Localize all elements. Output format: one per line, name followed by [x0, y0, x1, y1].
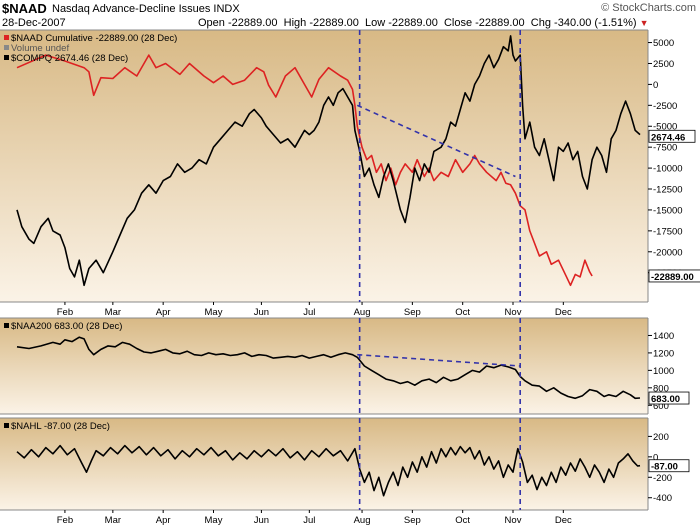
main-x-tick-label: Jun — [254, 307, 269, 318]
main-x-tick-label: Feb — [57, 307, 73, 318]
chart-description: Nasdaq Advance-Decline Issues INDX — [52, 3, 240, 15]
nahl-x-tick-label: May — [205, 515, 223, 526]
main-panel-background — [0, 30, 648, 302]
nahl-x-tick-label: Dec — [555, 515, 572, 526]
nahl-x-tick-label: Oct — [455, 515, 470, 526]
naa200-y-tick-label: 1200 — [653, 348, 674, 359]
nahl-x-tick-label: Mar — [105, 515, 121, 526]
nahl-y-tick-label: -200 — [653, 473, 672, 484]
naa200-last-value-box — [648, 391, 690, 405]
low-label: Low — [365, 17, 386, 29]
nahl-x-tick-label: Apr — [156, 515, 171, 526]
nahl-series-line — [16, 444, 641, 497]
close-value: -22889.00 — [475, 17, 525, 29]
main-y-tick-label: 5000 — [653, 38, 674, 49]
main-legend-swatch — [4, 35, 9, 40]
low-value: -22889.00 — [388, 17, 438, 29]
naa200-trendline — [357, 353, 521, 367]
naa200-y-tick-label: 1400 — [653, 331, 674, 342]
nahl-x-tick-label: Jun — [254, 515, 269, 526]
main-legend-text: $NAAD Cumulative -22889.00 (28 Dec) — [11, 33, 177, 44]
naa200-last-value-label: 683.00 — [651, 394, 680, 405]
main-x-tick-label: Sep — [404, 307, 421, 318]
naa200-panel-background — [0, 318, 648, 414]
main-y-tick-label: 2500 — [653, 59, 674, 70]
main-y-tick-label: -20000 — [653, 247, 683, 258]
nahl-y-tick-label: 200 — [653, 432, 669, 443]
nahl-last-value-label: -87.00 — [651, 462, 678, 473]
high-value: -22889.00 — [309, 17, 359, 29]
chart-symbol: $NAAD — [2, 1, 47, 16]
open-label: Open — [198, 17, 225, 29]
nahl-x-tick-label: Nov — [505, 515, 522, 526]
chart-date: 28-Dec-2007 — [2, 17, 66, 29]
naa200-y-tick-label: 800 — [653, 383, 669, 394]
main-x-tick-label: Nov — [505, 307, 522, 318]
main-last-value-box — [648, 129, 696, 143]
naa200-y-tick-label: 600 — [653, 401, 669, 412]
nahl-x-tick-label: Feb — [57, 515, 73, 526]
quote-bar: Open -22889.00 High -22889.00 Low -22889… — [198, 17, 649, 29]
nahl-y-tick-label: -400 — [653, 493, 672, 504]
nahl-legend-swatch — [4, 423, 9, 428]
main-trendline — [356, 104, 516, 178]
chg-down-arrow-icon: ▼ — [639, 18, 649, 28]
main-last-value-box — [648, 269, 700, 283]
nahl-y-tick-label: 0 — [653, 452, 658, 463]
nahl-x-tick-label: Jul — [303, 515, 315, 526]
main-x-tick-label: Aug — [354, 307, 371, 318]
main-last-value-label: 2674.46 — [651, 132, 685, 143]
main-x-tick-label: Mar — [105, 307, 121, 318]
main-legend-text: Volume undef — [11, 43, 69, 54]
main-y-tick-label: -17500 — [653, 226, 683, 237]
chg-label: Chg — [530, 17, 551, 29]
naa200-y-tick-label: 1000 — [653, 366, 674, 377]
naa200-series-line — [16, 336, 641, 400]
high-label: High — [283, 17, 307, 29]
naa200-legend-text: $NAA200 683.00 (28 Dec) — [11, 321, 122, 332]
main-y-tick-label: -5000 — [653, 122, 677, 133]
main-last-value-label: -22889.00 — [651, 272, 694, 283]
main-y-tick-label: -7500 — [653, 143, 677, 154]
nahl-x-tick-label: Sep — [404, 515, 421, 526]
main-legend-swatch — [4, 55, 9, 60]
chg-value: -340.00 (-1.51%) — [554, 17, 637, 29]
close-label: Close — [443, 17, 473, 29]
main-x-tick-label: Oct — [455, 307, 470, 318]
main-y-tick-label: 0 — [653, 80, 658, 91]
open-value: -22889.00 — [227, 17, 278, 29]
main-series-naad — [16, 54, 593, 287]
main-series-compq — [16, 35, 641, 287]
main-y-tick-label: -12500 — [653, 185, 683, 196]
main-x-tick-label: Apr — [156, 307, 171, 318]
nahl-last-value-box — [648, 459, 690, 473]
main-x-tick-label: Jul — [303, 307, 315, 318]
main-y-tick-label: -10000 — [653, 164, 683, 175]
nahl-panel-background — [0, 418, 648, 510]
main-y-tick-label: -15000 — [653, 205, 683, 216]
main-y-tick-label: -2500 — [653, 101, 677, 112]
main-legend-swatch — [4, 45, 9, 50]
nahl-x-tick-label: Aug — [354, 515, 371, 526]
naa200-legend-swatch — [4, 323, 9, 328]
main-legend-text: $COMPQ 2674.46 (28 Dec) — [11, 53, 128, 64]
main-x-tick-label: May — [205, 307, 223, 318]
stockcharts-brand: © StockCharts.com — [601, 2, 696, 14]
nahl-legend-text: $NAHL -87.00 (28 Dec) — [11, 421, 110, 432]
main-x-tick-label: Dec — [555, 307, 572, 318]
